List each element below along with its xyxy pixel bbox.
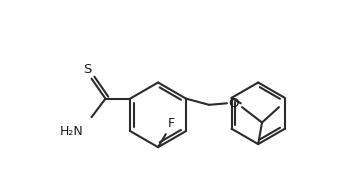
Text: H₂N: H₂N [60, 125, 84, 138]
Text: O: O [229, 97, 239, 110]
Text: S: S [83, 63, 91, 76]
Text: F: F [167, 117, 174, 130]
